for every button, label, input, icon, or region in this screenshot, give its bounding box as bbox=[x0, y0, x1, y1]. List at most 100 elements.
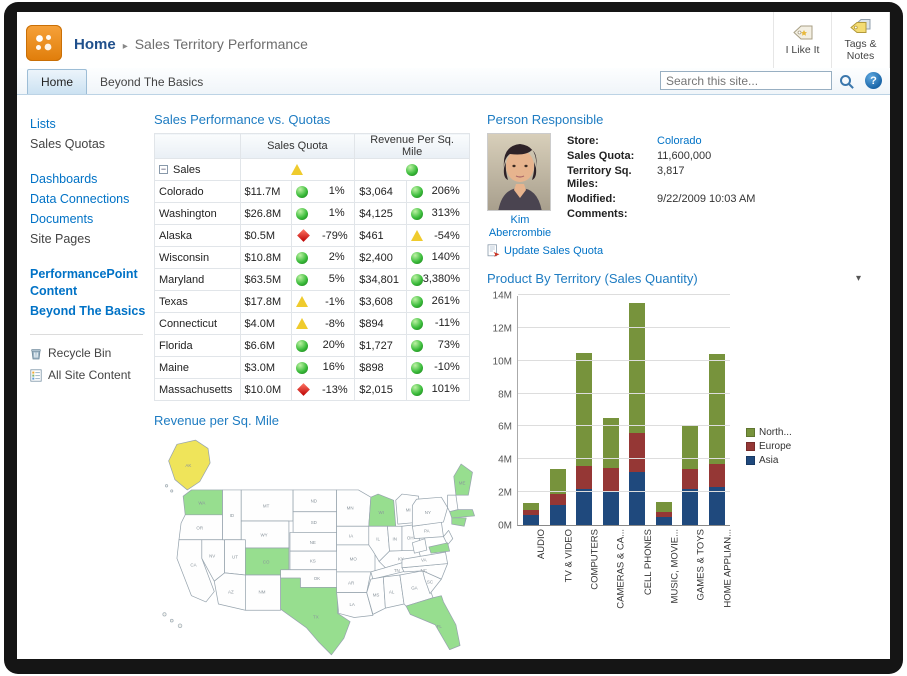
kpi-indicator-green-icon bbox=[295, 339, 308, 352]
map-state-ky[interactable] bbox=[378, 549, 421, 569]
table-row-connecticut[interactable]: Connecticut $4.0M -8% $894 -11% bbox=[154, 312, 471, 335]
bar-tv-video[interactable] bbox=[549, 469, 566, 525]
bar-segment-europe[interactable] bbox=[682, 469, 699, 489]
i-like-it-button[interactable]: I Like It bbox=[774, 12, 832, 68]
bar-segment-asia[interactable] bbox=[708, 487, 725, 525]
tags-notes-button[interactable]: Tags & Notes bbox=[832, 12, 890, 68]
table-row-colorado[interactable]: Colorado $11.7M 1% $3,064 206% bbox=[154, 180, 471, 203]
map-state-wv[interactable] bbox=[411, 538, 428, 554]
bar-home-applian[interactable] bbox=[708, 354, 725, 525]
bar-segment-europe[interactable] bbox=[629, 433, 646, 473]
bar-segment-asia[interactable] bbox=[629, 472, 646, 525]
table-row-sales-root[interactable]: Sales bbox=[154, 158, 470, 181]
bar-cell-phones[interactable] bbox=[629, 303, 646, 525]
sidebar-item-site-pages[interactable]: Site Pages bbox=[30, 231, 151, 248]
bar-segment-europe[interactable] bbox=[602, 467, 619, 493]
map-state-ia[interactable] bbox=[336, 525, 374, 546]
sidebar-item-lists[interactable]: Lists bbox=[30, 116, 151, 133]
kpi-indicator-yellow-icon bbox=[295, 296, 308, 308]
bar-segment-asia[interactable] bbox=[655, 516, 672, 525]
bar-segment-north[interactable] bbox=[655, 502, 672, 512]
portrait-image bbox=[488, 134, 550, 210]
map-state-label-mn: MN bbox=[347, 506, 354, 511]
breadcrumb-home-link[interactable]: Home bbox=[74, 35, 116, 53]
us-map[interactable]: AK WA OR CA NV ID MT WY UT CO AZ NM ND SD NE KS OK TX MN IA… bbox=[154, 436, 484, 659]
bar-segment-north[interactable] bbox=[576, 352, 593, 466]
map-state-mo[interactable] bbox=[336, 544, 376, 573]
map-state-nm[interactable] bbox=[245, 574, 281, 611]
table-row-maine[interactable]: Maine $3.0M 16% $898 -10% bbox=[154, 356, 471, 379]
map-state-nj[interactable] bbox=[443, 530, 454, 546]
tab-home[interactable]: Home bbox=[27, 69, 88, 94]
tab-beyond-the-basics[interactable]: Beyond The Basics bbox=[100, 75, 204, 89]
bar-segment-europe[interactable] bbox=[576, 465, 593, 489]
bar-segment-asia[interactable] bbox=[549, 505, 566, 525]
bar-segment-north[interactable] bbox=[549, 469, 566, 494]
sidebar-item-recycle-bin[interactable]: Recycle Bin bbox=[30, 345, 151, 362]
sidebar-item-sales-quotas[interactable]: Sales Quotas bbox=[30, 136, 151, 153]
y-tick-label: 0M bbox=[498, 520, 512, 532]
map-state-mn[interactable] bbox=[336, 489, 372, 527]
bar-segment-europe[interactable] bbox=[708, 464, 725, 488]
table-row-florida[interactable]: Florida $6.6M 20% $1,727 73% bbox=[154, 334, 471, 357]
table-row-texas[interactable]: Texas $17.8M -1% $3,608 261% bbox=[154, 290, 471, 313]
bar-segment-asia[interactable] bbox=[602, 492, 619, 525]
bar-segment-north[interactable] bbox=[629, 303, 646, 434]
map-state-label-oh: OH bbox=[407, 536, 414, 541]
person-name-link[interactable]: Kim Abercrombie bbox=[488, 214, 552, 239]
map-state-ak[interactable] bbox=[168, 439, 211, 491]
sidebar-item-beyond-the-basics[interactable]: Beyond The Basics bbox=[30, 303, 151, 320]
gridline bbox=[518, 425, 730, 427]
kpi-indicator-green-icon bbox=[410, 317, 423, 330]
map-state-tx[interactable] bbox=[280, 577, 351, 656]
map-state-me[interactable] bbox=[453, 463, 473, 496]
map-state-fl[interactable] bbox=[405, 595, 461, 650]
sidebar-item-performancepoint-content[interactable]: PerformancePoint Content bbox=[30, 266, 151, 300]
map-state-va[interactable] bbox=[401, 551, 448, 569]
map-state-wi[interactable] bbox=[368, 493, 397, 527]
map-state-ct[interactable] bbox=[451, 517, 467, 527]
all-site-content-icon bbox=[30, 369, 43, 382]
bar-segment-asia[interactable] bbox=[576, 488, 593, 525]
help-icon[interactable] bbox=[865, 72, 882, 89]
bar-cameras-ca[interactable] bbox=[602, 418, 619, 525]
bar-segment-europe[interactable] bbox=[549, 493, 566, 506]
bar-segment-north[interactable] bbox=[523, 502, 540, 511]
map-state-label-wa: WA bbox=[198, 500, 205, 505]
table-row-maryland[interactable]: Maryland $63.5M 5% $34,801 3,380% bbox=[154, 268, 471, 291]
sidebar-item-all-site-content[interactable]: All Site Content bbox=[30, 367, 151, 384]
table-row-wisconsin[interactable]: Wisconsin $10.8M 2% $2,400 140% bbox=[154, 246, 471, 269]
kpi-indicator-yellow-icon bbox=[410, 230, 423, 242]
sidebar-item-documents[interactable]: Documents bbox=[30, 211, 151, 228]
table-row-washington[interactable]: Washington $26.8M 1% $4,125 313% bbox=[154, 202, 471, 225]
person-field-value-store[interactable]: Colorado bbox=[657, 135, 702, 147]
bar-segment-asia[interactable] bbox=[682, 488, 699, 525]
map-state-md[interactable] bbox=[428, 542, 451, 554]
kpi-indicator-green-icon bbox=[295, 273, 308, 286]
x-label-cell-phones: CELL PHONES bbox=[642, 529, 654, 596]
update-sales-quota-link[interactable]: Update Sales Quota bbox=[487, 244, 865, 257]
webpart-menu-arrow-icon[interactable] bbox=[852, 273, 865, 284]
bar-music-movie[interactable] bbox=[655, 502, 672, 525]
bar-audio[interactable] bbox=[523, 502, 540, 525]
collapse-icon[interactable] bbox=[159, 164, 168, 174]
bar-segment-north[interactable] bbox=[682, 424, 699, 470]
bar-segment-asia[interactable] bbox=[523, 515, 540, 525]
sidebar-item-data-connections[interactable]: Data Connections bbox=[30, 191, 151, 208]
bar-computers[interactable] bbox=[576, 352, 593, 525]
map-state-nh[interactable] bbox=[447, 494, 459, 513]
sidebar-item-dashboards[interactable]: Dashboards bbox=[30, 171, 151, 188]
table-row-massachusetts[interactable]: Massachusetts $10.0M -13% $2,015 101% bbox=[154, 378, 471, 401]
bar-segment-europe[interactable] bbox=[523, 510, 540, 516]
bar-games-toys[interactable] bbox=[682, 424, 699, 525]
search-input[interactable] bbox=[660, 71, 832, 90]
bar-segment-north[interactable] bbox=[708, 354, 725, 465]
table-row-alaska[interactable]: Alaska $0.5M -79% $461 -54% bbox=[154, 224, 471, 247]
site-logo-icon[interactable] bbox=[26, 25, 62, 61]
map-state-ma[interactable] bbox=[449, 509, 475, 519]
bar-segment-north[interactable] bbox=[602, 418, 619, 468]
search-icon[interactable] bbox=[840, 75, 851, 86]
map-state-la[interactable] bbox=[336, 592, 374, 618]
tab-strip: Home Beyond The Basics bbox=[17, 68, 890, 95]
bar-segment-europe[interactable] bbox=[655, 511, 672, 517]
